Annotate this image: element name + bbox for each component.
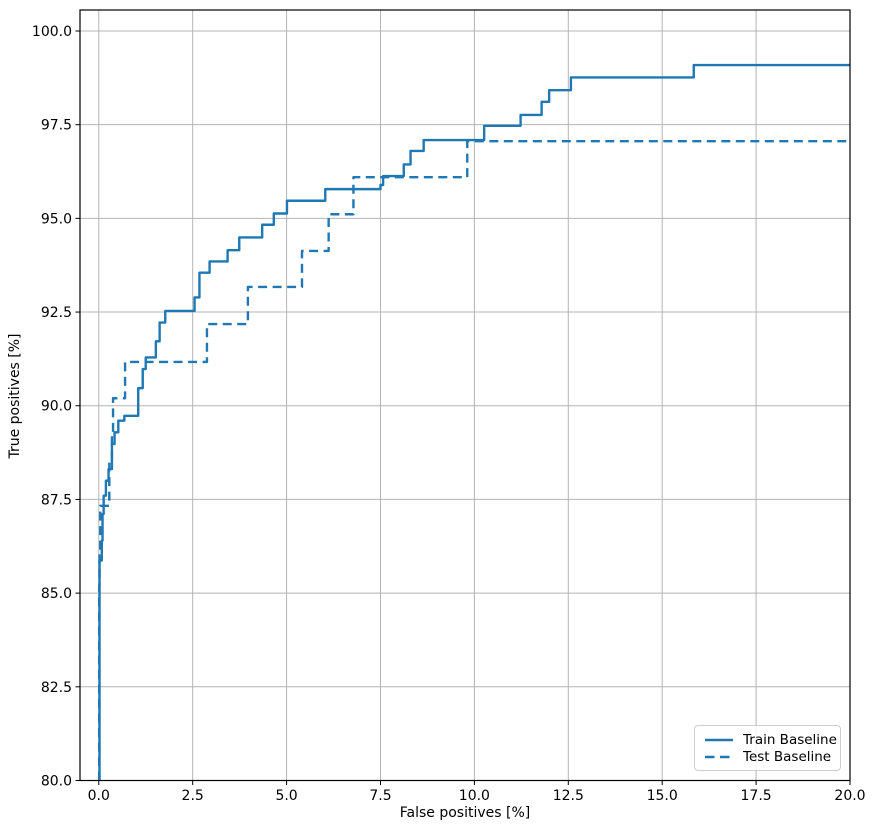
y-tick-label: 82.5 <box>41 680 72 696</box>
legend: Train Baseline Test Baseline <box>694 725 841 771</box>
tick-marks <box>75 30 851 785</box>
axes-spines <box>79 9 851 782</box>
y-tick-label: 92.5 <box>41 305 72 321</box>
y-tick-label: 90.0 <box>41 399 72 415</box>
y-tick-label: 85.0 <box>41 586 72 602</box>
train-baseline-line <box>98 63 850 781</box>
grid <box>80 10 851 781</box>
test-line-sample-icon <box>705 755 733 758</box>
test-baseline-line <box>97 139 850 781</box>
tick-labels: 0.0 2.5 5.0 7.5 10.0 12.5 15.0 17.5 20.0 80.0 82.5… <box>32 24 866 804</box>
x-tick-label: 10.0 <box>459 788 490 804</box>
x-tick-label: 20.0 <box>834 788 865 804</box>
legend-label-test: Test Baseline <box>743 748 832 765</box>
x-tick-label: 17.5 <box>741 788 772 804</box>
train-line-sample-icon <box>705 738 733 741</box>
series-group <box>97 63 850 781</box>
x-tick-label: 5.0 <box>275 788 297 804</box>
y-tick-label: 87.5 <box>41 492 72 508</box>
x-tick-label: 2.5 <box>182 788 204 804</box>
legend-item-test: Test Baseline <box>704 748 831 765</box>
y-tick-label: 80.0 <box>41 774 72 790</box>
x-tick-label: 15.0 <box>647 788 678 804</box>
x-tick-label: 7.5 <box>369 788 391 804</box>
legend-label-train: Train Baseline <box>743 731 837 748</box>
y-tick-label: 100.0 <box>32 24 72 40</box>
x-tick-label: 0.0 <box>88 788 110 804</box>
y-tick-label: 97.5 <box>41 118 72 134</box>
y-tick-label: 95.0 <box>41 211 72 227</box>
legend-item-train: Train Baseline <box>704 731 837 748</box>
x-axis-label: False positives [%] <box>399 805 531 821</box>
y-axis-label: True positives [%] <box>7 333 23 459</box>
x-tick-label: 12.5 <box>553 788 584 804</box>
